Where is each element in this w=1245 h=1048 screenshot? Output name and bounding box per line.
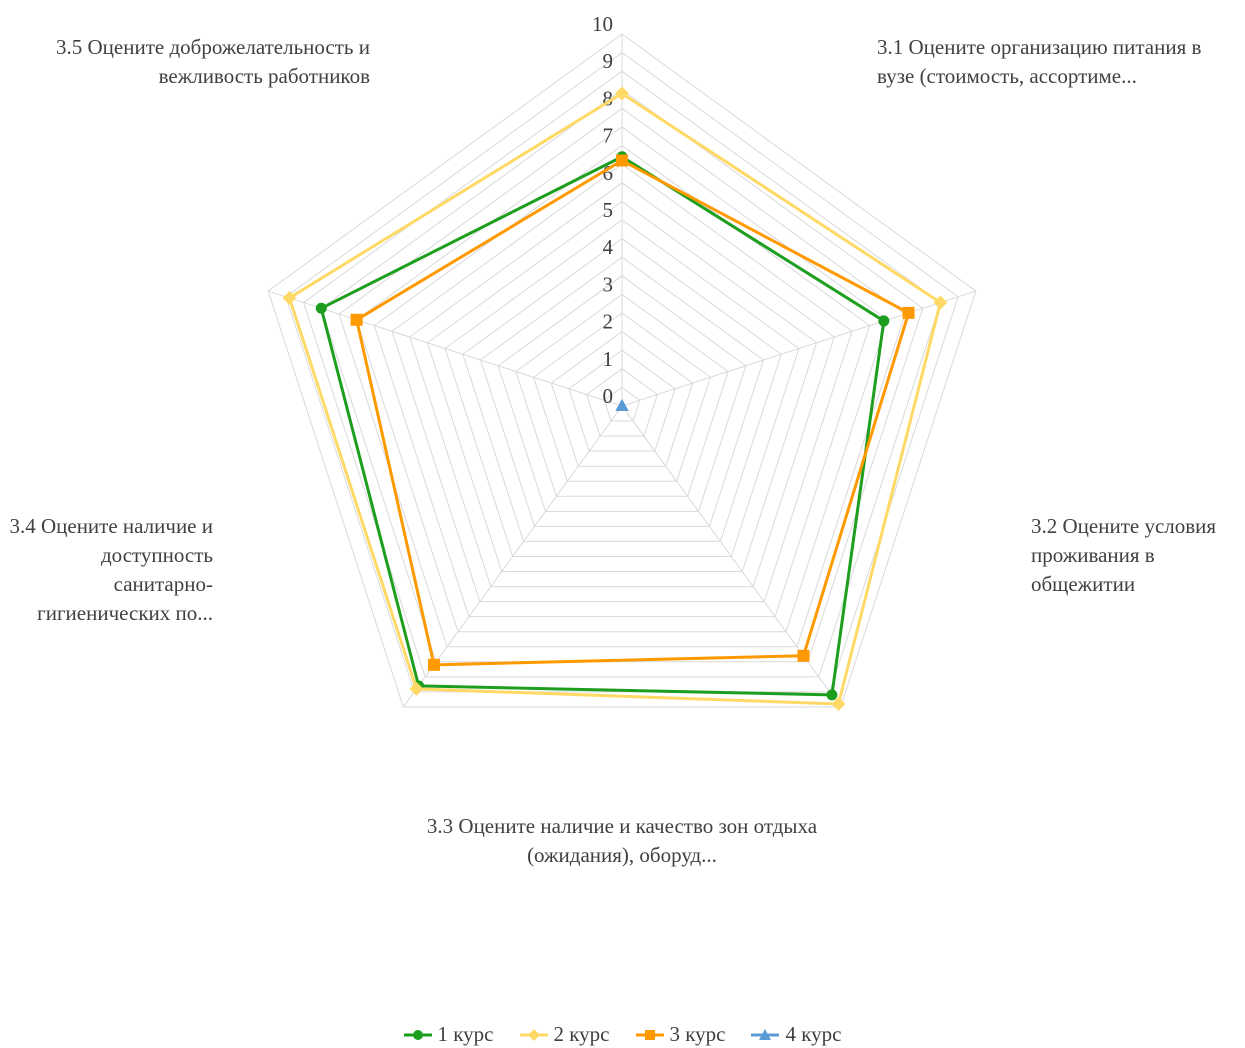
legend-label-4: 4 курс <box>785 1022 842 1046</box>
data-point <box>797 649 810 662</box>
tick-label: 10 <box>592 12 613 36</box>
grid-ring <box>568 349 676 452</box>
data-point <box>826 689 838 701</box>
axis-label-3-3: 3.3 Оцените наличие и качество зон отдых… <box>426 814 818 867</box>
tick-label: 4 <box>603 235 614 259</box>
data-point <box>831 696 846 711</box>
grid-ring <box>550 330 694 467</box>
data-point <box>616 154 628 167</box>
legend-item-3: 3 курс <box>635 1022 726 1047</box>
grid-ring <box>391 163 853 603</box>
axis-label-3-2: 3.2 Оцените условия проживания в общежит… <box>1031 514 1217 596</box>
axis-label-3-5: 3.5 Оцените доброжелательность и вежливо… <box>56 35 370 88</box>
grid-ring <box>302 70 942 678</box>
grid-ring <box>267 33 977 708</box>
series-line <box>319 155 886 697</box>
tick-label: 3 <box>603 272 614 296</box>
axis-label-3-1: 3.1 Оцените организацию питания в вузе (… <box>877 35 1202 88</box>
data-point <box>282 290 297 305</box>
tick-label: 8 <box>603 86 614 110</box>
grid-ring <box>603 386 641 422</box>
data-point <box>409 681 424 696</box>
grid-ring <box>356 126 888 633</box>
grid-ring <box>462 237 782 542</box>
tick-label: 7 <box>603 124 614 148</box>
grid-ring <box>479 256 765 527</box>
data-point <box>615 86 629 101</box>
data-point <box>615 399 629 411</box>
grid-ring <box>285 51 959 693</box>
legend-label-1: 1 курс <box>437 1022 494 1046</box>
data-point <box>315 302 327 314</box>
legend: 1 курс 2 курс 3 курс 4 курс <box>0 1022 1245 1047</box>
legend-label-2: 2 курс <box>553 1022 610 1046</box>
data-point <box>933 295 948 310</box>
grid-ring <box>444 219 800 557</box>
legend-marker-triangle-icon <box>751 1028 780 1040</box>
grid-spoke <box>402 405 623 708</box>
legend-marker-square-icon <box>635 1029 664 1040</box>
radar-grid <box>267 33 977 708</box>
legend-item-2: 2 курс <box>519 1022 610 1047</box>
tick-label: 1 <box>603 347 614 371</box>
grid-ring <box>515 293 729 497</box>
data-point <box>902 306 915 319</box>
legend-label-3: 3 курс <box>669 1022 726 1046</box>
series-line <box>355 158 911 667</box>
grid-ring <box>373 144 871 618</box>
grid-spoke <box>268 290 623 407</box>
grid-ring <box>426 200 818 573</box>
radar-series <box>282 86 948 711</box>
data-point <box>350 313 363 326</box>
series-3 <box>350 154 915 671</box>
grid-spoke <box>621 290 976 407</box>
axis-label-3-4: 3.4 Оцените наличие и доступность санита… <box>9 514 213 625</box>
tick-label: 2 <box>603 310 614 334</box>
series-4 <box>615 399 629 411</box>
tick-label: 6 <box>603 161 614 185</box>
grid-ring <box>586 368 658 437</box>
data-point <box>878 315 890 327</box>
legend-item-1: 1 курс <box>403 1022 494 1047</box>
grid-ring <box>497 275 747 512</box>
tick-label: 5 <box>603 198 614 222</box>
tick-label: 0 <box>603 384 614 408</box>
grid-ring <box>532 312 712 482</box>
legend-marker-circle-icon <box>403 1029 432 1040</box>
grid-ring <box>409 182 835 588</box>
data-point <box>427 658 440 671</box>
radial-tick-labels: 0 1 2 3 4 5 6 7 8 9 10 <box>592 12 614 408</box>
series-2 <box>282 86 948 711</box>
grid-ring <box>320 89 924 663</box>
legend-item-4: 4 курс <box>751 1022 841 1047</box>
legend-marker-diamond-icon <box>519 1028 548 1041</box>
series-line <box>287 92 942 706</box>
tick-label: 9 <box>603 49 614 73</box>
grid-ring <box>338 107 906 648</box>
